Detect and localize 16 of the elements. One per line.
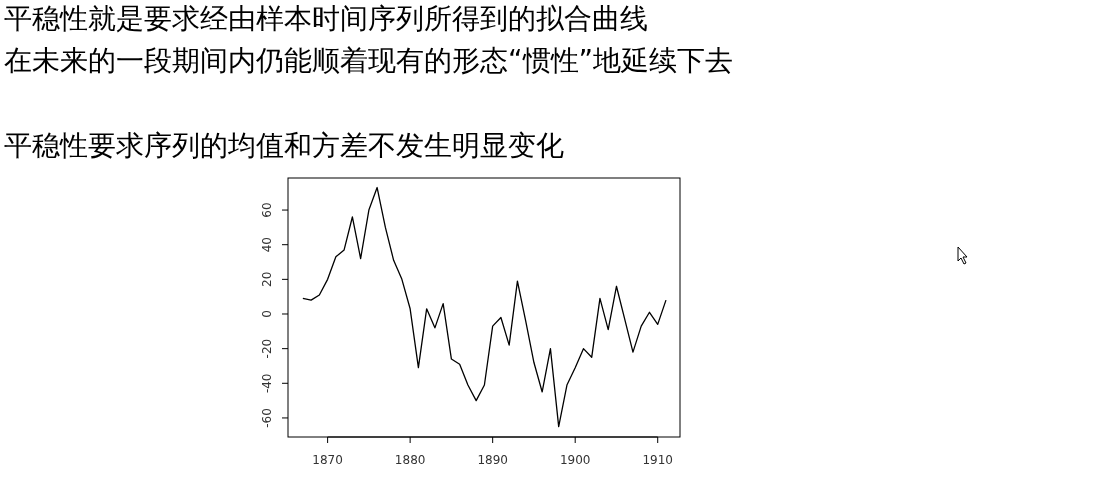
y-tick-label: 0 [260, 310, 274, 318]
y-tick-label: 20 [260, 271, 274, 287]
x-tick-label: 1880 [394, 453, 426, 467]
x-tick-label: 1910 [642, 453, 673, 467]
line-series [302, 186, 667, 428]
y-tick-label: -20 [260, 338, 274, 359]
y-tick-label: 60 [260, 202, 274, 218]
chart-title: 平稳性就是要求经由样本时间序列所得到的拟合曲线 [4, 2, 648, 35]
y-tick-label: -40 [260, 373, 274, 394]
chart-subtitle: 在未来的一段期间内仍能顺着现有的形态“惯性”地延续下去 [4, 44, 734, 77]
x-tick-label: 1890 [477, 453, 508, 467]
y-tick-label: -60 [260, 408, 274, 428]
y-tick-label: 40 [260, 237, 274, 253]
text: 平稳性要求序列的均值和方差不发生明显变化 [4, 129, 564, 162]
x-tick-label: 1870 [312, 453, 343, 467]
x-tick-label: 1900 [559, 453, 591, 467]
